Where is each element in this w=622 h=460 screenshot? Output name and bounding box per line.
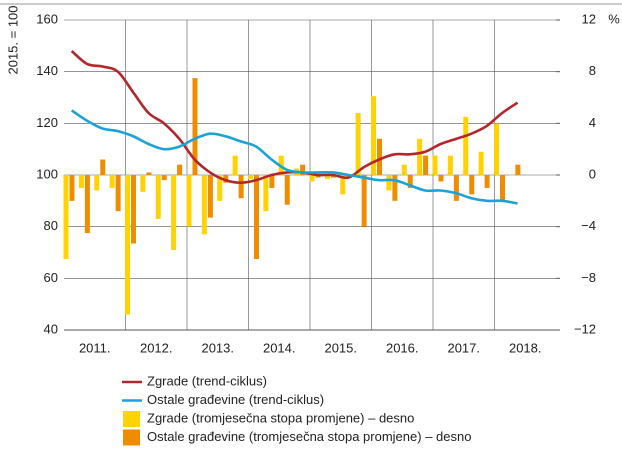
bar <box>100 159 106 175</box>
bar <box>140 175 146 192</box>
bar <box>447 155 453 175</box>
bar <box>324 175 330 179</box>
bar <box>84 175 90 234</box>
bar <box>131 175 136 244</box>
bar <box>371 96 376 175</box>
x-tick-label: 2017. <box>447 340 480 355</box>
bar <box>146 172 152 175</box>
bar <box>254 175 259 259</box>
bar <box>377 138 382 175</box>
y-tick-label: 100 <box>36 166 58 181</box>
bar <box>469 175 475 195</box>
bar <box>417 138 423 175</box>
y2-tick-label: −12 <box>574 321 596 336</box>
y2-axis-label: % <box>608 11 620 26</box>
bar <box>78 175 84 188</box>
x-tick-label: 2018. <box>509 340 542 355</box>
bar <box>115 175 121 212</box>
x-tick-label: 2013. <box>201 340 234 355</box>
bar <box>192 78 198 175</box>
bar <box>361 175 367 227</box>
legend-swatch <box>123 429 140 446</box>
bar <box>186 175 192 227</box>
x-tick-label: 2012. <box>140 340 173 355</box>
bar <box>494 123 499 175</box>
legend-swatch <box>123 411 140 427</box>
bar <box>401 164 407 175</box>
bar <box>207 175 213 218</box>
bar <box>355 113 361 175</box>
y-tick-label: 80 <box>44 218 58 233</box>
bar <box>309 175 315 182</box>
bar <box>238 175 244 199</box>
bar <box>232 155 238 175</box>
line <box>70 109 518 205</box>
bar <box>300 164 306 175</box>
bar <box>69 175 75 201</box>
bar <box>340 175 346 195</box>
legend-label: Ostale građevine (trend-ciklus) <box>147 392 324 407</box>
x-tick-label: 2011. <box>79 340 111 355</box>
y-tick-label: 60 <box>44 270 58 285</box>
bar <box>217 175 223 201</box>
y2-tick-label: 12 <box>582 11 596 26</box>
y2-tick-label: −4 <box>581 218 596 233</box>
bar <box>392 175 398 201</box>
bar <box>223 175 229 183</box>
y-tick-label: 120 <box>36 115 58 130</box>
legend-label: Zgrade (trend-ciklus) <box>147 373 267 388</box>
bar <box>125 175 130 315</box>
bar <box>155 175 161 219</box>
y-tick-label: 140 <box>36 63 58 78</box>
x-tick-label: 2015. <box>324 340 357 355</box>
y-axis-label: 2015. = 100 <box>5 5 20 74</box>
bar <box>478 151 484 175</box>
bar <box>63 175 69 259</box>
y2-tick-label: −8 <box>581 270 596 285</box>
bar <box>109 175 115 188</box>
bar <box>500 175 505 201</box>
bar <box>248 175 253 179</box>
bar <box>201 175 207 235</box>
legend-label: Ostale građevine (tromjesečna stopa prom… <box>147 429 471 444</box>
y2-tick-label: 0 <box>589 166 596 181</box>
bar <box>269 175 275 188</box>
bar <box>161 175 167 181</box>
x-tick-label: 2014. <box>263 340 296 355</box>
bar <box>484 175 490 188</box>
bar <box>407 175 413 188</box>
x-tick-label: 2016. <box>386 340 419 355</box>
bar <box>515 164 521 175</box>
bar <box>284 175 290 205</box>
bar <box>463 116 469 175</box>
bar <box>94 175 100 191</box>
bar <box>386 175 392 191</box>
bar <box>453 175 459 201</box>
bar <box>177 164 183 175</box>
y2-tick-label: 8 <box>589 63 596 78</box>
bar <box>263 175 269 212</box>
bar <box>509 175 515 176</box>
y-tick-label: 40 <box>44 321 58 336</box>
bar <box>423 155 429 175</box>
y2-tick-label: 4 <box>589 115 596 130</box>
legend-label: Zgrade (tromjesečna stopa promjene) – de… <box>147 410 414 425</box>
bar <box>432 155 438 175</box>
y-tick-label: 160 <box>36 11 58 26</box>
bar <box>171 175 177 250</box>
bar <box>438 175 444 182</box>
